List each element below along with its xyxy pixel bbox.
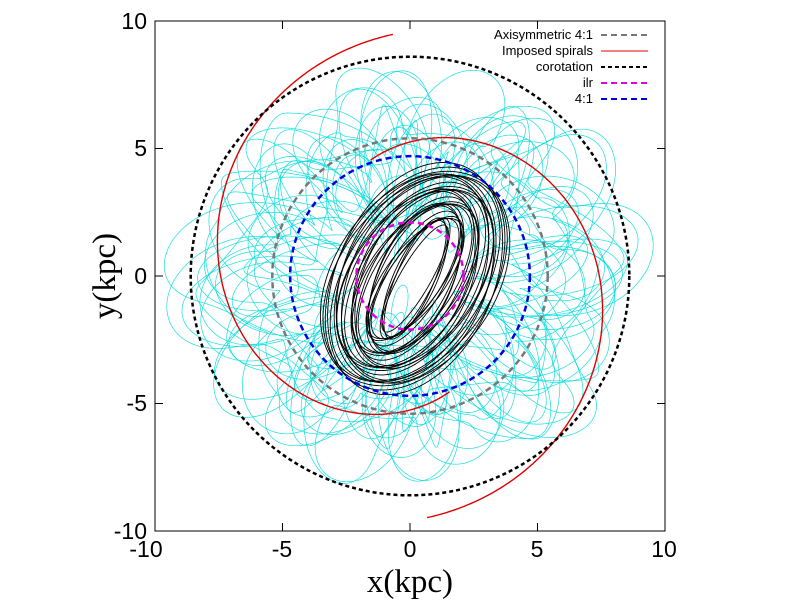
x-tick-label: 5 (531, 536, 544, 562)
x-axis-label: x(kpc) (367, 564, 453, 600)
cyan-orbit (199, 103, 595, 449)
black-orbit (350, 188, 480, 369)
black-orbit (340, 181, 490, 376)
black-orbit (344, 190, 487, 368)
cyan-orbit (166, 69, 654, 483)
cyan-orbit (205, 87, 615, 465)
black-orbit (355, 196, 475, 361)
spiral-arm (370, 136, 604, 519)
plot-area (163, 33, 654, 519)
spiral-arm (216, 33, 450, 416)
y-tick-label: 0 (134, 263, 147, 289)
black-orbit (336, 188, 494, 369)
black-orbit (319, 170, 511, 387)
axis-ticks (154, 20, 666, 532)
cyan-orbit (246, 143, 570, 404)
black-orbit (357, 204, 473, 353)
cyan-orbits (163, 67, 654, 484)
y-tick-label: 5 (134, 135, 147, 161)
x-tick-label: -5 (272, 536, 292, 562)
black-orbit (369, 210, 461, 347)
black-orbit (327, 161, 504, 396)
legend-label: Imposed spirals (502, 43, 594, 58)
y-axis-label: y(kpc) (87, 233, 123, 319)
cyan-orbit (265, 141, 586, 415)
y-tick-label: -5 (127, 390, 147, 416)
legend-label: corotation (536, 59, 593, 74)
corotation-circle (189, 55, 631, 497)
black-orbit (365, 217, 465, 340)
black-orbit (370, 217, 460, 340)
black-orbit (322, 174, 508, 383)
x-tick-label: 0 (404, 536, 417, 562)
cyan-orbit (181, 104, 639, 448)
y-tick-label: 10 (121, 8, 147, 34)
cyan-orbit (253, 139, 567, 413)
cyan-orbit (215, 125, 605, 427)
y-tick-label: -10 (114, 518, 147, 544)
x-tick-label: 10 (651, 536, 677, 562)
black-orbit (350, 203, 480, 354)
4-1-circle (288, 154, 532, 398)
spiral-arms (216, 33, 604, 519)
legend-label: ilr (583, 75, 594, 90)
legend: Axisymmetric 4:1 Imposed spirals corotat… (494, 27, 648, 106)
x-tick-label: -10 (129, 536, 162, 562)
cyan-orbit (228, 106, 616, 440)
black-orbit (335, 186, 495, 372)
black-orbit (329, 175, 501, 382)
ilr-circle (355, 221, 465, 331)
axisymmetric-4-1-circle (271, 137, 549, 415)
black-orbit (335, 173, 495, 384)
cyan-orbit (197, 120, 623, 432)
cyan-orbit (195, 71, 625, 481)
legend-label: Axisymmetric 4:1 (494, 27, 593, 42)
black-orbit (351, 201, 479, 356)
legend-label: 4:1 (575, 91, 593, 106)
cyan-orbit (253, 154, 569, 404)
